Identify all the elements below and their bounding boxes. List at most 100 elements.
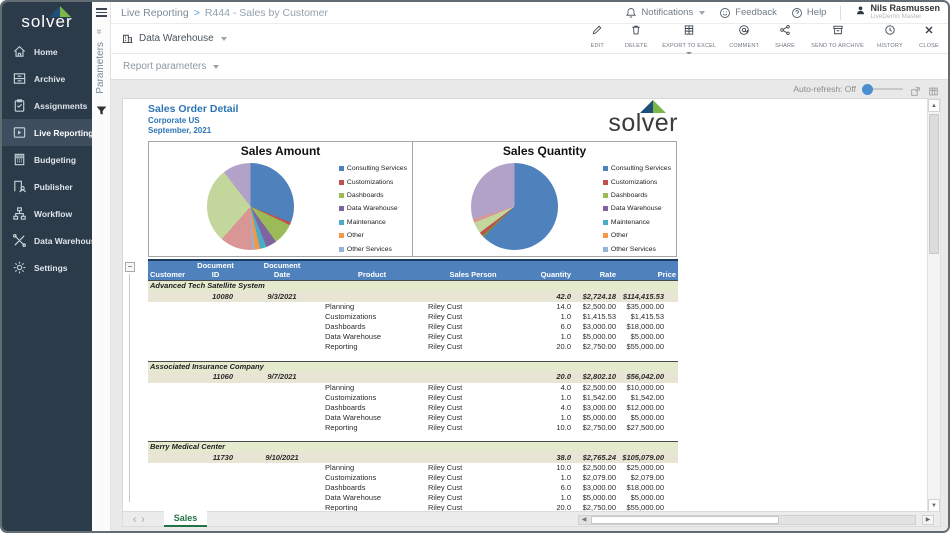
help-button[interactable]: Help	[791, 7, 826, 19]
sidebar-item-workflow[interactable]: Workflow	[2, 200, 92, 227]
topbar-right: Notifications Feedback Help	[625, 4, 940, 21]
detail-row: Reporting Riley Cust 20.0 $2,750.00 $55,000.…	[325, 342, 664, 351]
legend-swatch	[338, 179, 344, 185]
open-new-window-icon[interactable]	[910, 84, 921, 96]
breadcrumb-section[interactable]: Live Reporting	[121, 6, 189, 19]
scroll-left-button[interactable]: ◀	[581, 517, 587, 523]
share-button[interactable]: SHARE	[772, 23, 798, 49]
user-menu[interactable]: Nils Rasmussen LiveDemo Master	[855, 4, 940, 21]
scroll-right-button[interactable]: ▶	[922, 515, 934, 525]
report-entity: Corporate US	[148, 116, 200, 125]
detail-row: Dashboards Riley Cust 4.0 $3,000.00 $12,000.…	[325, 402, 664, 412]
action-label: EDIT	[590, 42, 604, 49]
action-label: SHARE	[775, 42, 796, 49]
detail-row: Customizations Riley Cust 1.0 $1,542.00 $1,5…	[325, 392, 664, 402]
sidebar-item-assignments[interactable]: Assignments	[2, 92, 92, 119]
delete-button[interactable]: DELETE	[623, 23, 649, 49]
sidebar-item-budgeting[interactable]: Budgeting	[2, 146, 92, 173]
data-source-label: Data Warehouse	[139, 33, 214, 44]
slider-knob[interactable]	[862, 83, 873, 95]
charts-row: Sales Amount Consulting Services Customiz…	[148, 141, 677, 257]
horizontal-scrollbar[interactable]: ◀	[578, 515, 916, 525]
sidebar-item-archive[interactable]: Archive	[2, 65, 92, 92]
legend-label: Maintenance	[610, 218, 650, 226]
action-label: HISTORY	[877, 42, 903, 49]
detail-row: Customizations Riley Cust 1.0 $1,415.53 $1,4…	[325, 312, 664, 321]
customer-group-row: Associated Insurance Company	[148, 360, 678, 372]
column-header-product[interactable]: Product	[321, 259, 423, 281]
filter-icon[interactable]	[95, 104, 108, 117]
legend-swatch	[338, 206, 344, 212]
legend-item-consulting-services: Consulting Services	[338, 162, 407, 175]
report-canvas: − Sales Order Detail Corporate US Septem…	[122, 98, 929, 513]
pie-chart	[207, 163, 294, 250]
sidebar-item-publisher[interactable]: Publisher	[2, 173, 92, 200]
breadcrumb-separator: >	[193, 6, 200, 19]
detail-row: Data Warehouse Riley Cust 1.0 $5,000.00 $5,0…	[325, 412, 664, 422]
sidebar-item-settings[interactable]: Settings	[2, 254, 92, 281]
solver-logo-triangle-icon	[640, 100, 666, 113]
legend-item-maintenance: Maintenance	[338, 216, 407, 229]
bell-icon	[626, 7, 637, 18]
history-button[interactable]: HISTORY	[877, 23, 903, 49]
sidebar-item-home[interactable]: Home	[2, 38, 92, 65]
vertical-scroll-thumb[interactable]	[929, 114, 939, 254]
legend-item-dashboards: Dashboards	[338, 189, 407, 202]
chevron-down-icon	[220, 36, 227, 41]
settings-icon	[12, 260, 27, 275]
auto-refresh-slider[interactable]	[862, 83, 903, 95]
breadcrumb-title: R444 - Sales by Customer	[204, 6, 328, 19]
spacer-row	[148, 432, 678, 442]
detail-row: Planning Riley Cust 10.0 $2,500.00 $25,000.0…	[325, 463, 664, 472]
solver-logo[interactable]: solver	[2, 2, 92, 38]
detail-row: Dashboards Riley Cust 6.0 $3,000.00 $18,000.…	[325, 483, 664, 492]
column-header-date[interactable]: Document Date	[243, 259, 321, 281]
column-header-price[interactable]: Price	[618, 259, 678, 281]
horizontal-scroll-thumb[interactable]	[591, 516, 779, 524]
export-to-excel-button[interactable]: EXPORT TO EXCEL	[662, 23, 716, 55]
user-icon	[857, 6, 865, 15]
legend-label: Customizations	[610, 178, 658, 186]
parameters-strip-label[interactable]: Parameters	[95, 42, 106, 94]
send-to-archive-button[interactable]: SEND TO ARCHIVE	[811, 23, 864, 49]
outline-collapse-button[interactable]: −	[125, 262, 135, 272]
sheet-tab-sales[interactable]: Sales	[163, 511, 208, 527]
subtotal-row: 10080 9/3/2021 42.0 $2,724.18 $114,415.53	[148, 291, 678, 302]
home-icon	[12, 44, 27, 59]
column-header-id[interactable]: Document ID	[188, 259, 243, 281]
hamburger-menu-icon[interactable]	[96, 8, 107, 19]
report-period: September, 2021	[148, 126, 212, 135]
action-label: COMMENT	[729, 42, 760, 49]
chart-title: Sales Quantity	[502, 144, 587, 158]
scroll-up-button[interactable]: ▲	[928, 99, 940, 112]
column-header-customer[interactable]: Customer	[148, 259, 188, 281]
close-button[interactable]: CLOSE	[916, 23, 942, 49]
report-parameters-row: Report parameters	[111, 54, 948, 80]
report-parameters-toggle[interactable]: Report parameters	[123, 61, 220, 72]
sidebar-item-label: Publisher	[34, 181, 73, 192]
edit-button[interactable]: EDIT	[584, 23, 610, 49]
notifications-button[interactable]: Notifications	[625, 7, 706, 19]
expand-parameters-chevron-icon[interactable]: »	[93, 28, 105, 35]
sidebar-item-data-warehouse[interactable]: Data Warehouse	[2, 227, 100, 254]
close-icon	[923, 23, 935, 41]
comment-button[interactable]: COMMENT	[729, 23, 759, 49]
sidebar-item-live-reporting[interactable]: Live Reporting	[2, 119, 94, 146]
chart-title: Sales Amount	[240, 144, 321, 158]
legend-item-data-warehouse: Data Warehouse	[338, 202, 407, 215]
notifications-label: Notifications	[641, 7, 694, 18]
grid-view-icon[interactable]	[928, 84, 939, 95]
detail-row: Data Warehouse Riley Cust 1.0 $5,000.00 $5,0…	[325, 493, 664, 502]
previous-sheet-button[interactable]: ‹	[133, 513, 137, 525]
column-header-sales-person[interactable]: Sales Person	[423, 259, 523, 281]
column-header-rate[interactable]: Rate	[573, 259, 618, 281]
next-sheet-button[interactable]: ›	[141, 513, 145, 525]
column-header-quantity[interactable]: Quantity	[523, 259, 573, 281]
vertical-scrollbar[interactable]: ▲ ▼	[927, 98, 941, 513]
subtotal-row: 11730 9/10/2021 38.0 $2,765.24 $105,079.00	[148, 452, 678, 463]
feedback-button[interactable]: Feedback	[719, 7, 777, 19]
data-source-selector[interactable]: Data Warehouse	[121, 32, 227, 45]
legend-label: Consulting Services	[610, 165, 671, 173]
action-label: CLOSE	[919, 42, 939, 49]
legend-label: Data Warehouse	[610, 205, 662, 213]
